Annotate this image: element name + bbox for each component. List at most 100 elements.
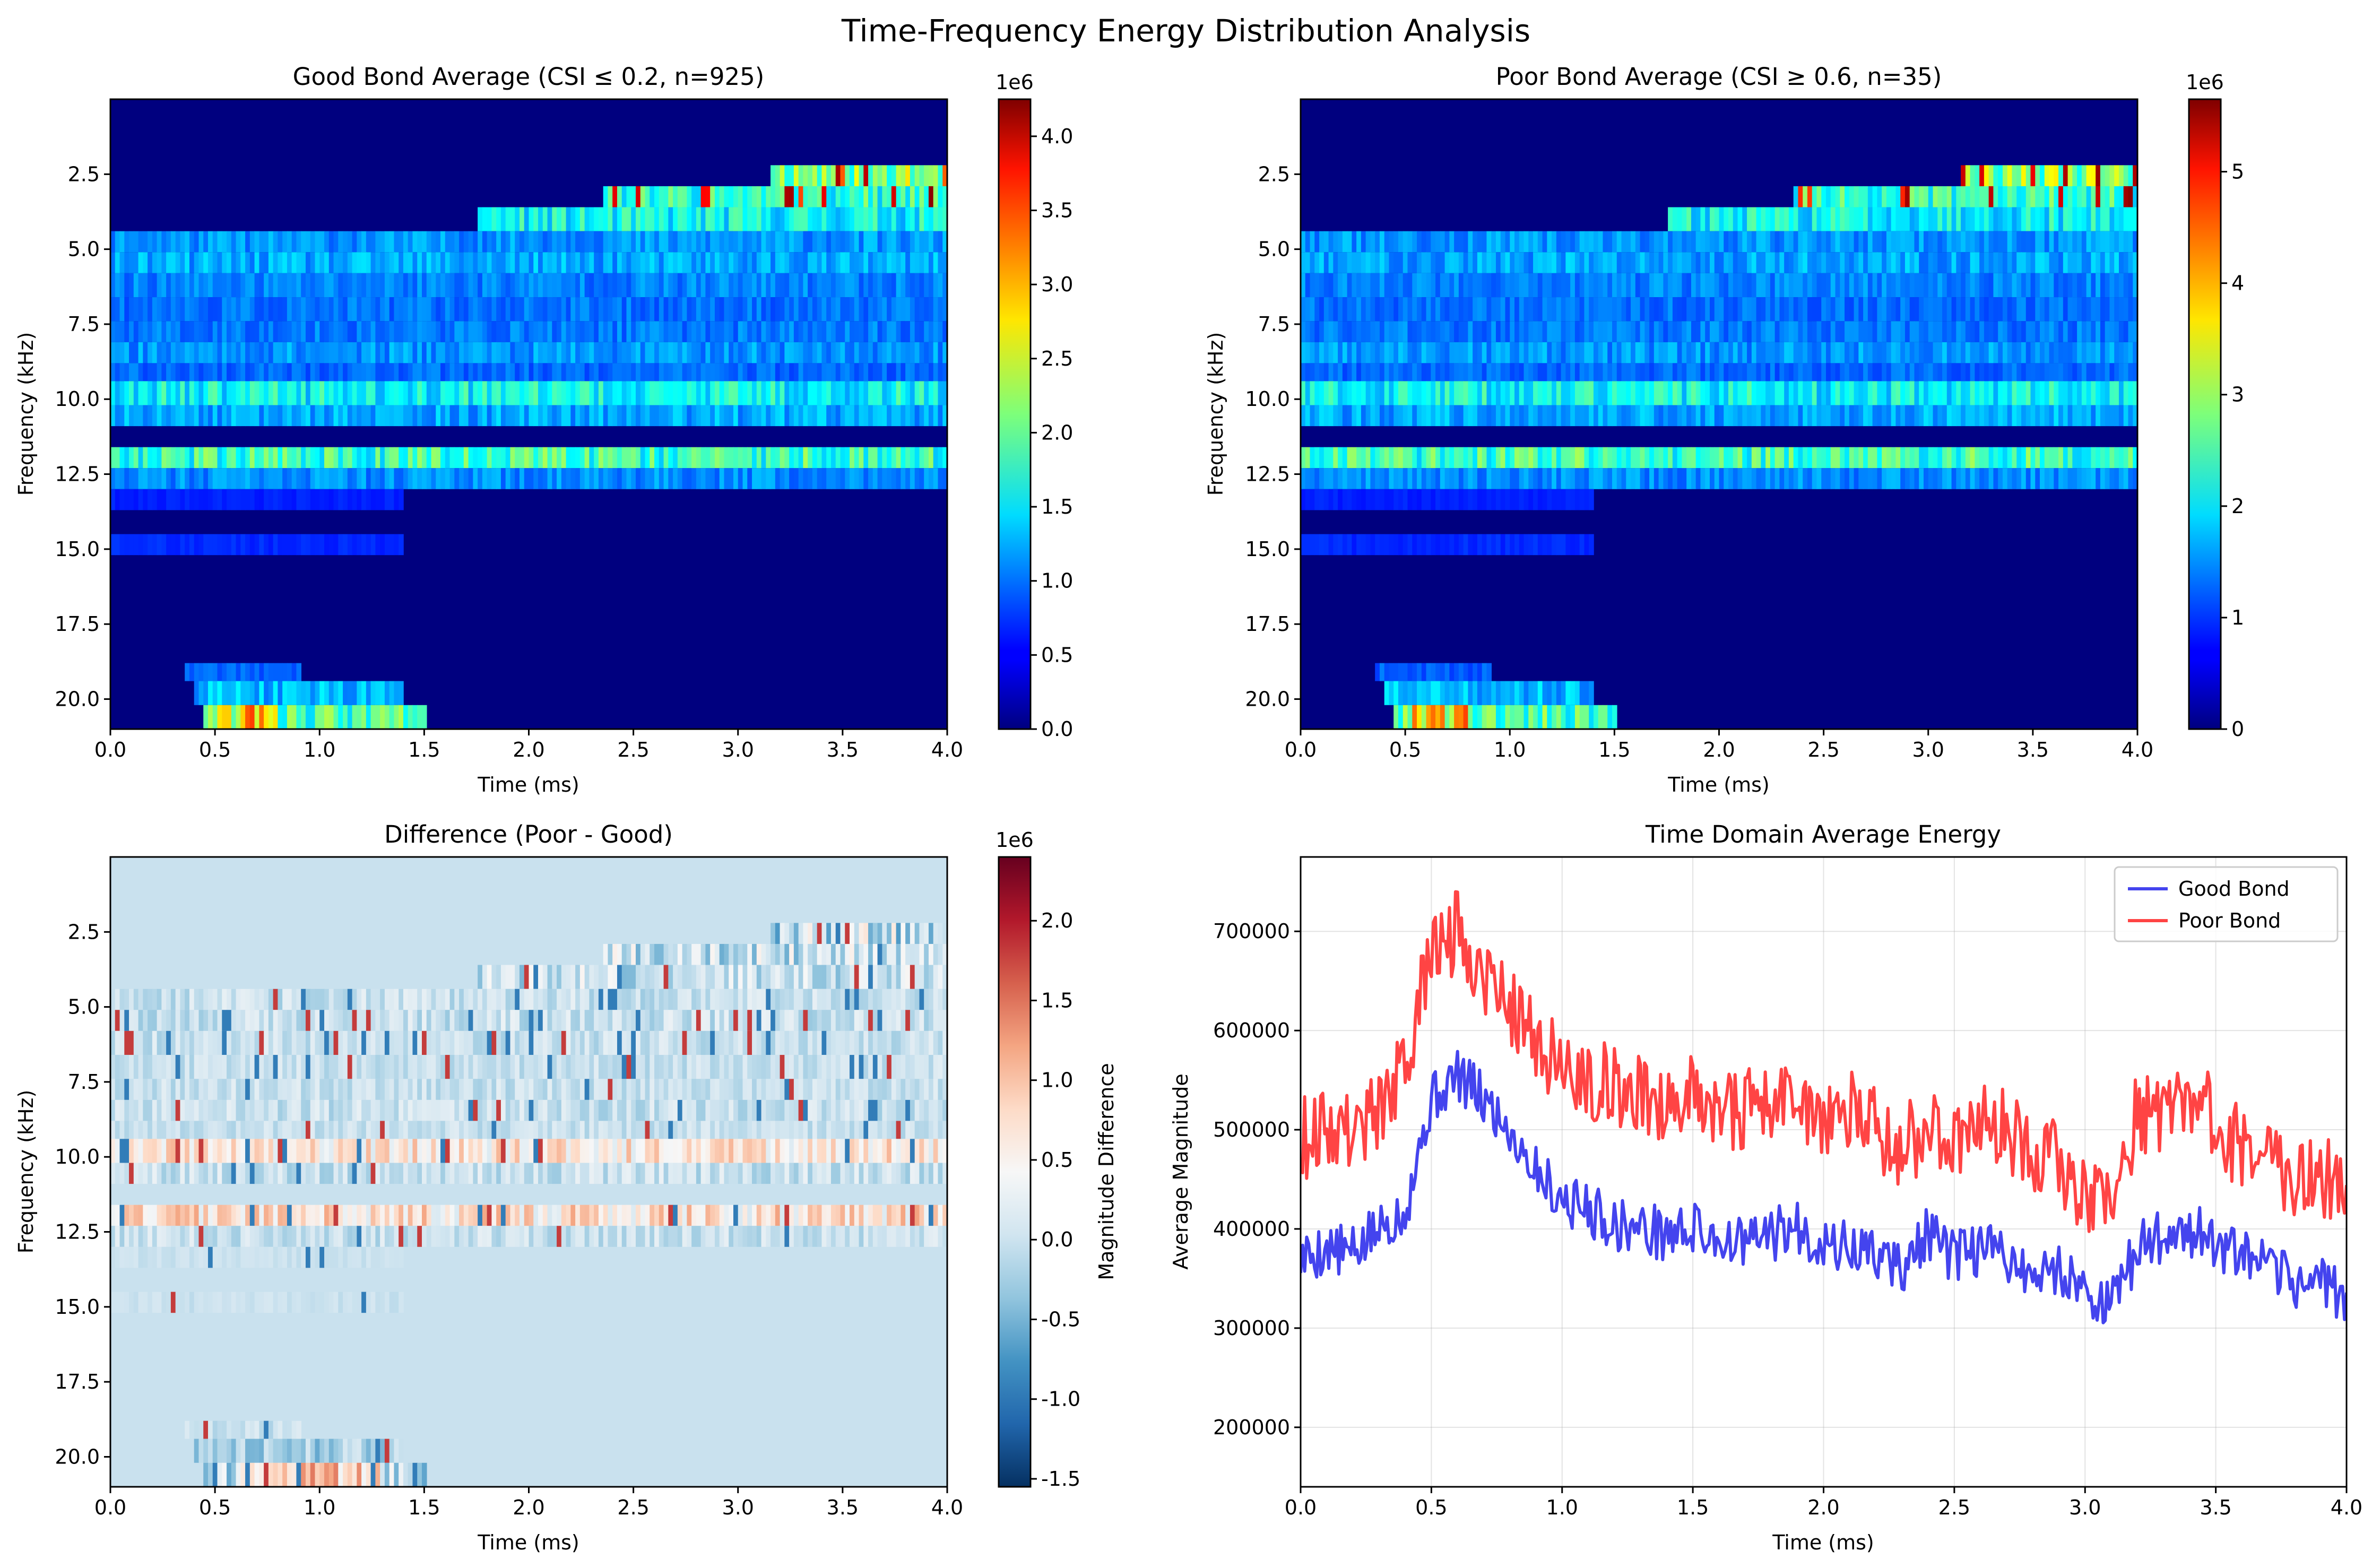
heatmap-cell xyxy=(440,363,446,382)
heatmap-cell xyxy=(1793,252,1799,273)
heatmap-cell xyxy=(1305,381,1311,405)
heatmap-cell xyxy=(677,273,683,298)
heatmap-cell xyxy=(1668,363,1673,382)
heatmap-cell xyxy=(942,252,947,273)
heatmap-cell xyxy=(780,405,785,427)
heatmap-cell xyxy=(771,405,776,427)
heatmap-cell xyxy=(445,252,451,273)
heatmap-cell xyxy=(1468,705,1473,729)
heatmap-cell xyxy=(1514,405,1520,427)
heatmap-cell xyxy=(110,321,116,342)
heatmap-cell xyxy=(905,321,911,342)
heatmap-cell xyxy=(1477,405,1483,427)
heatmap-cell xyxy=(1635,321,1641,342)
heatmap-cell xyxy=(1473,252,1478,273)
heatmap-cell xyxy=(673,273,678,298)
heatmap-cell xyxy=(668,381,673,405)
heatmap-cell xyxy=(1435,252,1441,273)
heatmap-cell xyxy=(254,681,260,705)
heatmap-cell xyxy=(771,321,776,342)
heatmap-cell xyxy=(394,489,399,510)
heatmap-cell xyxy=(203,231,209,253)
heatmap-cell xyxy=(761,231,767,253)
heatmap-cell xyxy=(366,231,371,253)
heatmap-cell xyxy=(375,447,380,469)
heatmap-cell xyxy=(761,468,767,489)
heatmap-cell xyxy=(217,252,223,273)
heatmap-cell xyxy=(1714,321,1720,342)
heatmap-cell xyxy=(1891,447,1897,469)
heatmap-cell xyxy=(1486,342,1492,363)
heatmap-cell xyxy=(1556,468,1562,489)
heatmap-cell xyxy=(1975,363,1980,382)
heatmap-cell xyxy=(868,381,873,405)
heatmap-cell xyxy=(756,342,762,363)
heatmap-cell xyxy=(1301,447,1306,469)
heatmap-cell xyxy=(868,447,873,469)
heatmap-cell xyxy=(1607,273,1613,298)
heatmap-cell xyxy=(1946,297,1952,322)
heatmap-cell xyxy=(1904,447,1910,469)
heatmap-cell xyxy=(835,273,841,298)
heatmap-cell xyxy=(645,447,651,469)
heatmap-cell xyxy=(2002,186,2008,207)
heatmap-cell xyxy=(2096,165,2101,189)
heatmap-cell xyxy=(2063,381,2068,405)
heatmap-cell xyxy=(287,447,292,469)
heatmap-cell xyxy=(1858,252,1864,273)
heatmap-cell xyxy=(1733,273,1738,298)
heatmap-cell xyxy=(1654,363,1659,382)
heatmap-cell xyxy=(138,534,144,556)
heatmap-cell xyxy=(1417,252,1422,273)
heatmap-cell xyxy=(2123,273,2129,298)
heatmap-cell xyxy=(766,342,771,363)
heatmap-cell xyxy=(389,534,395,556)
heatmap-cell xyxy=(659,297,664,322)
heatmap-cell xyxy=(830,252,836,273)
heatmap-cell xyxy=(1468,273,1473,298)
heatmap-cell xyxy=(1589,405,1594,427)
heatmap-cell xyxy=(482,381,488,405)
heatmap-cell xyxy=(1310,297,1315,322)
heatmap-cell xyxy=(310,447,316,469)
heatmap-cell xyxy=(1598,273,1604,298)
heatmap-cell xyxy=(1798,342,1803,363)
heatmap-cell xyxy=(1616,321,1622,342)
heatmap-cell xyxy=(2016,405,2022,427)
heatmap-cell xyxy=(459,252,464,273)
heatmap-cell xyxy=(766,207,771,231)
heatmap-cell xyxy=(222,273,227,298)
heatmap-cell xyxy=(2109,186,2115,207)
heatmap-cell xyxy=(1333,342,1338,363)
heatmap-cell xyxy=(366,405,371,427)
heatmap-cell xyxy=(291,273,297,298)
heatmap-cell xyxy=(1919,252,1924,273)
heatmap-cell xyxy=(1640,363,1646,382)
heatmap-cell xyxy=(1845,297,1850,322)
heatmap-cell xyxy=(343,489,348,510)
heatmap-cell xyxy=(1505,273,1511,298)
heatmap-cell xyxy=(399,381,404,405)
heatmap-cell xyxy=(2109,447,2115,469)
heatmap-cell xyxy=(1593,705,1599,729)
heatmap-cell xyxy=(1682,447,1687,469)
heatmap-cell xyxy=(1533,252,1538,273)
heatmap-cell xyxy=(315,489,321,510)
heatmap-cell xyxy=(133,297,139,322)
heatmap-cell xyxy=(2049,363,2055,382)
heatmap-cell xyxy=(924,207,929,231)
heatmap-cell xyxy=(1904,381,1910,405)
heatmap-cell xyxy=(1863,273,1868,298)
heatmap-cell xyxy=(1803,468,1808,489)
heatmap-cell xyxy=(1663,231,1668,253)
heatmap-cell xyxy=(542,252,548,273)
heatmap-cell xyxy=(1728,231,1734,253)
heatmap-cell xyxy=(747,447,752,469)
heatmap-cell xyxy=(1370,342,1375,363)
heatmap-cell xyxy=(207,381,213,405)
heatmap-cell xyxy=(910,363,915,382)
heatmap-cell xyxy=(1603,297,1608,322)
heatmap-cell xyxy=(1988,342,1994,363)
heatmap-cell xyxy=(719,273,725,298)
heatmap-cell xyxy=(1421,489,1427,510)
